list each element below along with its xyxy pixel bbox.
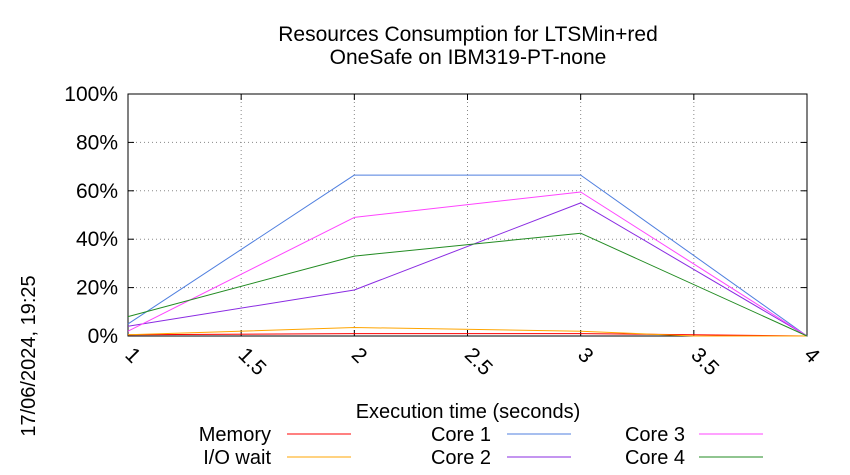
y-tick-label: 60% xyxy=(76,180,118,203)
series-line-core-4 xyxy=(127,232,808,337)
x-tick-label: 1.5 xyxy=(234,343,271,380)
chart-title-line2: OneSafe on IBM319-PT-none xyxy=(330,46,607,69)
legend-label-core-4: Core 4 xyxy=(625,447,685,469)
x-tick-label: 3.5 xyxy=(686,343,723,380)
grid xyxy=(128,94,807,336)
legend-label-core-1: Core 1 xyxy=(431,424,491,446)
y-tick-label: 20% xyxy=(76,277,118,300)
legend-label-core-3: Core 3 xyxy=(625,424,685,446)
x-tick-label: 3 xyxy=(573,343,598,368)
y-tick-label: 0% xyxy=(88,325,118,348)
x-tick-label: 2 xyxy=(347,343,372,368)
series-line-i-o-wait xyxy=(127,327,807,337)
timestamp-label: 17/06/2024, 19:25 xyxy=(18,275,40,436)
chart-title-line1: Resources Consumption for LTSMin+red xyxy=(278,23,658,46)
x-tick-label: 1 xyxy=(120,343,145,368)
legend-label-memory: Memory xyxy=(199,424,271,446)
x-tick-label: 2.5 xyxy=(460,343,497,380)
series-line-core-1 xyxy=(127,174,808,337)
y-tick-label: 40% xyxy=(76,228,118,251)
x-tick-label: 4 xyxy=(799,343,824,368)
series-lines xyxy=(127,174,808,337)
y-tick-label: 100% xyxy=(64,83,118,106)
x-axis-label: Execution time (seconds) xyxy=(356,401,581,423)
legend-label-i-o-wait: I/O wait xyxy=(203,447,271,469)
legend-label-core-2: Core 2 xyxy=(431,447,491,469)
y-tick-label: 80% xyxy=(76,131,118,154)
series-line-memory xyxy=(127,333,808,337)
series-line-core-3 xyxy=(127,191,808,337)
series-line-core-2 xyxy=(127,202,808,337)
